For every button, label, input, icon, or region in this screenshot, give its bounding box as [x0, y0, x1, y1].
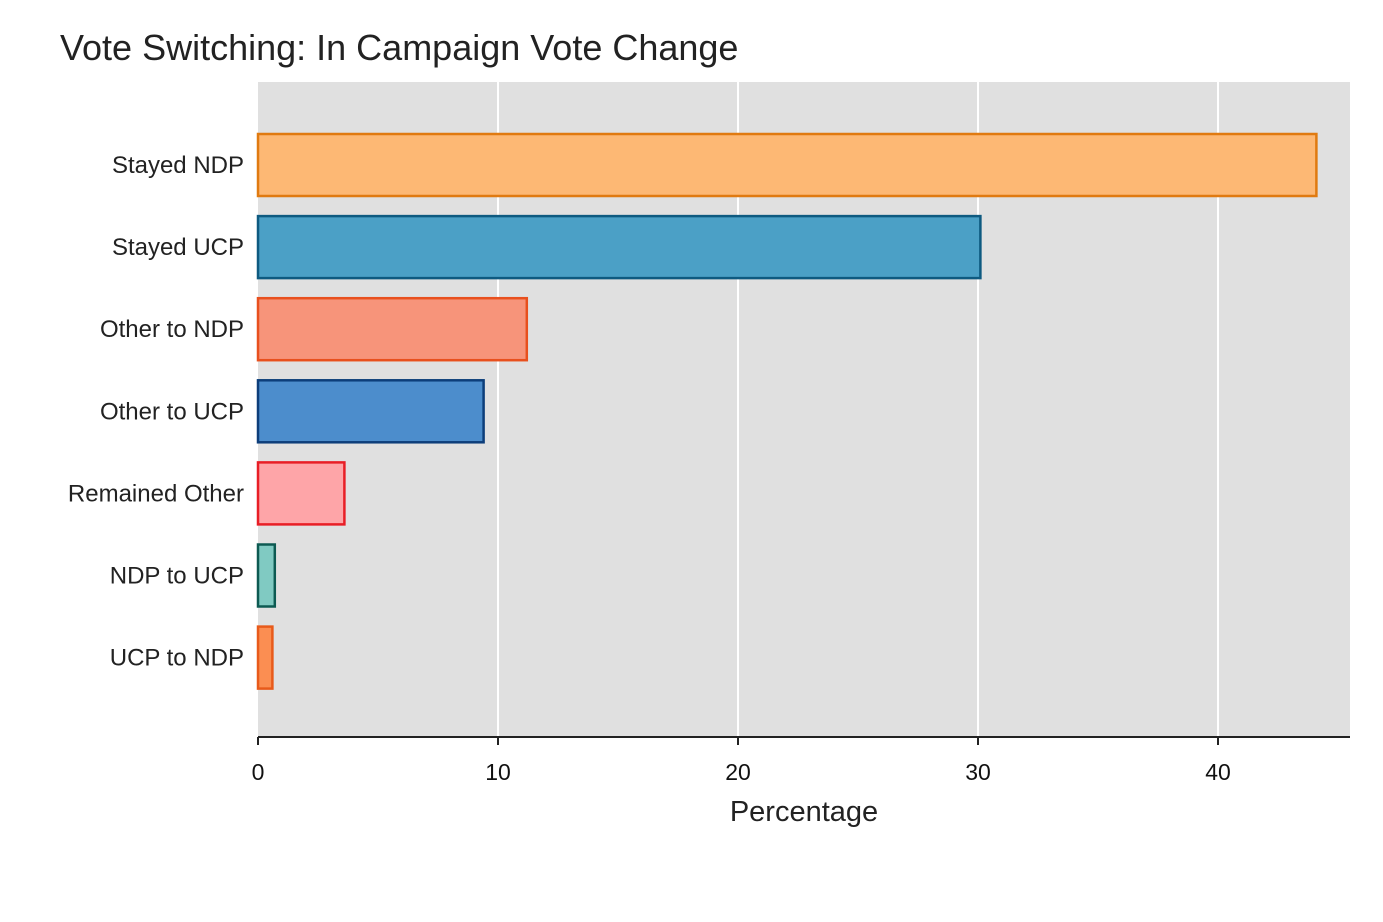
chart-title: Vote Switching: In Campaign Vote Change	[60, 27, 738, 68]
bar-other-to-ndp	[256, 296, 529, 362]
category-label-other-to-ucp: Other to UCP	[100, 398, 244, 425]
x-tick-label-20: 20	[725, 759, 751, 785]
bar-ndp-to-ucp	[256, 543, 277, 608]
x-tick-label-40: 40	[1205, 759, 1231, 785]
x-tick-label-0: 0	[252, 759, 265, 785]
category-label-other-to-ndp: Other to NDP	[100, 316, 244, 343]
bar-stayed-ndp	[256, 132, 1318, 198]
category-label-ucp-to-ndp: UCP to NDP	[110, 645, 244, 672]
bar-ucp-to-ndp	[256, 625, 274, 690]
bar-other-to-ucp	[256, 379, 485, 444]
x-tick-label-10: 10	[485, 759, 511, 785]
x-tick-label-30: 30	[965, 759, 991, 785]
bar-remained-other	[256, 461, 346, 526]
x-axis-ticks: 0 10 20 30 40	[252, 737, 1231, 785]
bars	[256, 132, 1318, 690]
bar-stayed-ucp	[256, 214, 982, 280]
category-label-stayed-ndp: Stayed NDP	[112, 152, 244, 179]
category-labels: Stayed NDP Stayed UCP Other to NDP Other to…	[68, 152, 244, 672]
category-label-remained-other: Remained Other	[68, 480, 244, 507]
x-axis-title: Percentage	[730, 796, 878, 828]
category-label-ndp-to-ucp: NDP to UCP	[110, 563, 244, 590]
category-label-stayed-ucp: Stayed UCP	[112, 234, 244, 261]
